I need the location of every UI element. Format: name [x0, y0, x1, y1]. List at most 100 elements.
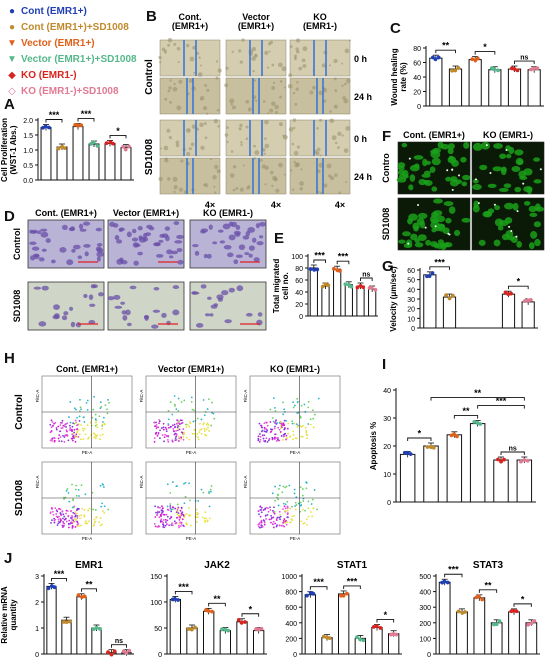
significance-bracket: [474, 51, 496, 55]
flow-event: [74, 436, 77, 439]
flow-event: [273, 438, 276, 441]
flow-event: [286, 432, 289, 435]
y-tick-label: 0: [35, 652, 39, 659]
flow-event: [309, 418, 312, 421]
flow-event: [178, 526, 181, 529]
cell-speck: [172, 86, 178, 92]
flow-event: [93, 436, 96, 439]
flow-event: [179, 509, 182, 512]
stained-cell: [174, 240, 183, 244]
cell-speck: [288, 127, 294, 132]
flow-event: [53, 439, 56, 442]
stained-cell: [50, 259, 56, 264]
flow-event: [289, 521, 292, 524]
stained-cell: [131, 237, 139, 242]
flow-event: [297, 502, 300, 505]
data-point: [528, 298, 533, 302]
flow-event: [188, 482, 191, 485]
cell-speck: [251, 46, 257, 52]
data-point: [106, 650, 110, 655]
fluorescent-cell: [450, 176, 458, 182]
cell-speck: [173, 42, 177, 46]
tracking-dot: [522, 182, 525, 185]
flow-event: [88, 436, 90, 439]
flow-event: [76, 431, 78, 434]
flow-event: [175, 435, 177, 438]
cell-speck: [254, 150, 260, 156]
flow-event: [317, 397, 320, 400]
flow-event: [270, 428, 273, 431]
flow-event: [193, 432, 196, 435]
flow-event: [285, 419, 288, 422]
flow-event: [71, 515, 73, 517]
y-tick-label: 20: [295, 302, 303, 309]
data-point: [104, 141, 109, 146]
data-point: [95, 143, 100, 148]
flow-event: [55, 428, 58, 431]
flow-event: [73, 428, 76, 431]
stained-cell: [222, 223, 231, 230]
stained-cell: [127, 322, 132, 327]
cell-speck: [337, 131, 342, 136]
cell-speck: [188, 128, 191, 132]
data-point: [494, 622, 499, 627]
flow-event: [57, 518, 60, 521]
flow-event: [49, 431, 52, 434]
cell-speck: [217, 125, 220, 128]
fluorescent-cell: [448, 206, 456, 214]
flow-event: [159, 429, 161, 432]
flow-event: [306, 523, 308, 526]
flow-event: [281, 524, 283, 527]
stained-cell: [172, 309, 180, 316]
cell-speck: [346, 78, 351, 84]
flow-event: [302, 508, 304, 511]
y-tick-label: 50: [154, 626, 162, 633]
data-point: [532, 66, 536, 71]
fluorescent-cell: [431, 227, 437, 233]
data-point: [355, 285, 360, 290]
flow-event: [167, 418, 170, 421]
stained-cell: [236, 285, 244, 292]
y-axis-label: Total migratedcell no.: [272, 259, 290, 314]
flow-event: [282, 521, 284, 524]
flow-event: [303, 522, 306, 524]
flow-event: [78, 410, 81, 413]
flow-event: [60, 519, 62, 521]
flow-event: [75, 518, 77, 521]
fluorescent-cell: [407, 217, 413, 225]
flow-event: [57, 437, 60, 440]
fluorescent-cell: [429, 241, 438, 247]
flow-event: [94, 433, 96, 436]
flow-event: [166, 483, 169, 486]
significance-label: ns: [115, 638, 123, 645]
flow-event: [63, 425, 66, 428]
flow-event: [305, 429, 308, 432]
flow-event: [49, 512, 52, 515]
flow-event: [177, 440, 180, 442]
flow-event: [167, 509, 170, 512]
stained-cell: [95, 227, 102, 232]
fluorescent-cell: [423, 179, 429, 185]
flow-event: [257, 437, 260, 440]
flow-event: [61, 426, 64, 429]
flow-event: [275, 440, 278, 442]
cell-speck: [217, 68, 222, 73]
cell-speck: [263, 152, 266, 155]
bar: [473, 597, 486, 655]
cell-speck: [224, 133, 229, 137]
tracking-dot: [458, 174, 461, 177]
cell-speck: [186, 43, 190, 48]
bar: [46, 585, 57, 655]
stained-cell: [221, 290, 229, 296]
flow-x-axis-label: PE-A: [290, 450, 301, 455]
cell-speck: [292, 118, 297, 123]
flow-event: [160, 513, 163, 515]
cell-speck: [175, 143, 180, 148]
data-point: [176, 598, 180, 602]
fluorescent-cell: [442, 227, 450, 234]
fluorescent-cell: [504, 217, 513, 224]
flow-event: [172, 481, 174, 483]
cell-speck: [245, 99, 250, 104]
bar: [469, 423, 486, 503]
